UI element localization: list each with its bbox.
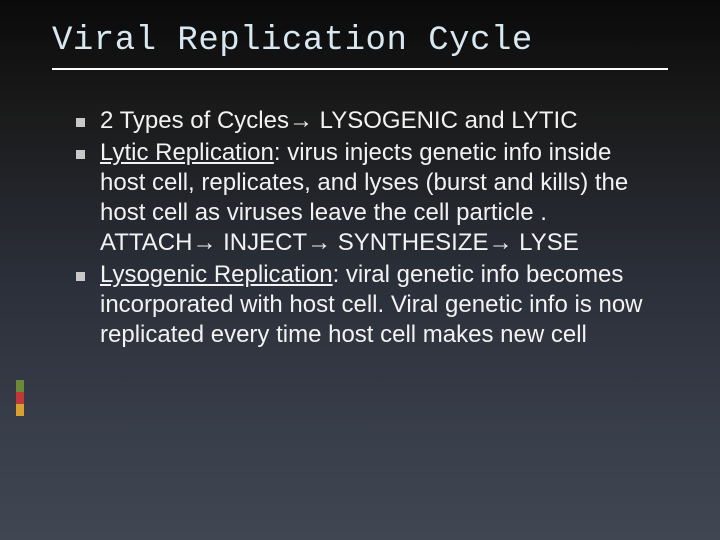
list-item: 2 Types of Cycles→ LYSOGENIC and LYTIC: [76, 106, 660, 136]
text-run: INJECT: [216, 229, 307, 256]
accent-bar: [16, 380, 24, 416]
arrow-icon: →: [307, 229, 331, 256]
slide-body: 2 Types of Cycles→ LYSOGENIC and LYTICLy…: [0, 70, 720, 350]
arrow-icon: →: [289, 107, 313, 134]
text-run: LYSOGENIC and LYTIC: [313, 107, 578, 134]
accent-seg-3: [16, 404, 24, 416]
list-item: Lysogenic Replication: viral genetic inf…: [76, 260, 660, 350]
list-item: Lytic Replication: virus injects genetic…: [76, 138, 660, 258]
arrow-icon: →: [488, 229, 512, 256]
bullet-list: 2 Types of Cycles→ LYSOGENIC and LYTICLy…: [76, 106, 660, 350]
text-run: Lytic Replication: [100, 139, 274, 166]
accent-seg-2: [16, 392, 24, 404]
arrow-icon: →: [192, 229, 216, 256]
text-run: 2 Types of Cycles: [100, 107, 289, 134]
text-run: Lysogenic Replication: [100, 261, 333, 288]
accent-seg-1: [16, 380, 24, 392]
text-run: SYNTHESIZE: [331, 229, 488, 256]
text-run: LYSE: [512, 229, 578, 256]
slide-title: Viral Replication Cycle: [0, 0, 720, 68]
